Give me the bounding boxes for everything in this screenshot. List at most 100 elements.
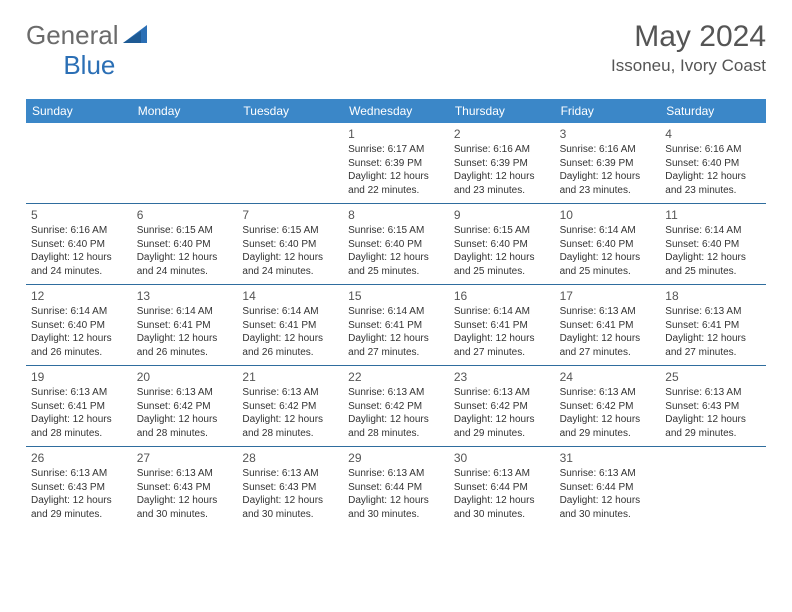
daylight-line: Daylight: 12 hours and 27 minutes. xyxy=(454,332,550,359)
sunrise-line: Sunrise: 6:13 AM xyxy=(31,386,127,400)
sunset-line: Sunset: 6:42 PM xyxy=(137,400,233,414)
sunset-line: Sunset: 6:44 PM xyxy=(454,481,550,495)
sunset-line: Sunset: 6:43 PM xyxy=(242,481,338,495)
day-cell: 8Sunrise: 6:15 AMSunset: 6:40 PMDaylight… xyxy=(343,204,449,284)
empty-cell xyxy=(237,123,343,203)
title-block: May 2024 Issoneu, Ivory Coast xyxy=(611,20,766,76)
daylight-line: Daylight: 12 hours and 29 minutes. xyxy=(454,413,550,440)
day-cell: 3Sunrise: 6:16 AMSunset: 6:39 PMDaylight… xyxy=(555,123,661,203)
daylight-line: Daylight: 12 hours and 30 minutes. xyxy=(137,494,233,521)
day-cell: 13Sunrise: 6:14 AMSunset: 6:41 PMDayligh… xyxy=(132,285,238,365)
daylight-line: Daylight: 12 hours and 23 minutes. xyxy=(560,170,656,197)
day-cell: 28Sunrise: 6:13 AMSunset: 6:43 PMDayligh… xyxy=(237,447,343,527)
day-number: 26 xyxy=(31,451,127,465)
sunset-line: Sunset: 6:41 PM xyxy=(137,319,233,333)
sunset-line: Sunset: 6:41 PM xyxy=(242,319,338,333)
day-number: 31 xyxy=(560,451,656,465)
day-number: 24 xyxy=(560,370,656,384)
week-row: 12Sunrise: 6:14 AMSunset: 6:40 PMDayligh… xyxy=(26,284,766,365)
day-number: 6 xyxy=(137,208,233,222)
daylight-line: Daylight: 12 hours and 23 minutes. xyxy=(665,170,761,197)
day-cell: 1Sunrise: 6:17 AMSunset: 6:39 PMDaylight… xyxy=(343,123,449,203)
day-number: 15 xyxy=(348,289,444,303)
day-cell: 11Sunrise: 6:14 AMSunset: 6:40 PMDayligh… xyxy=(660,204,766,284)
day-number: 20 xyxy=(137,370,233,384)
day-number: 30 xyxy=(454,451,550,465)
logo-text-blue: Blue xyxy=(63,50,115,81)
day-number: 9 xyxy=(454,208,550,222)
sunrise-line: Sunrise: 6:13 AM xyxy=(31,467,127,481)
dayname: Monday xyxy=(132,99,238,123)
day-cell: 12Sunrise: 6:14 AMSunset: 6:40 PMDayligh… xyxy=(26,285,132,365)
daylight-line: Daylight: 12 hours and 23 minutes. xyxy=(454,170,550,197)
sunset-line: Sunset: 6:39 PM xyxy=(560,157,656,171)
sunrise-line: Sunrise: 6:13 AM xyxy=(665,386,761,400)
day-number: 17 xyxy=(560,289,656,303)
daylight-line: Daylight: 12 hours and 30 minutes. xyxy=(242,494,338,521)
day-number: 16 xyxy=(454,289,550,303)
daylight-line: Daylight: 12 hours and 29 minutes. xyxy=(665,413,761,440)
day-number: 19 xyxy=(31,370,127,384)
daylight-line: Daylight: 12 hours and 28 minutes. xyxy=(137,413,233,440)
sunrise-line: Sunrise: 6:14 AM xyxy=(454,305,550,319)
daylight-line: Daylight: 12 hours and 22 minutes. xyxy=(348,170,444,197)
sunrise-line: Sunrise: 6:15 AM xyxy=(242,224,338,238)
triangle-icon xyxy=(123,23,147,48)
sunset-line: Sunset: 6:41 PM xyxy=(665,319,761,333)
day-cell: 27Sunrise: 6:13 AMSunset: 6:43 PMDayligh… xyxy=(132,447,238,527)
daylight-line: Daylight: 12 hours and 27 minutes. xyxy=(665,332,761,359)
sunset-line: Sunset: 6:40 PM xyxy=(665,238,761,252)
logo: General xyxy=(26,20,149,51)
day-number: 10 xyxy=(560,208,656,222)
sunrise-line: Sunrise: 6:13 AM xyxy=(454,467,550,481)
sunset-line: Sunset: 6:42 PM xyxy=(560,400,656,414)
day-number: 5 xyxy=(31,208,127,222)
day-number: 7 xyxy=(242,208,338,222)
sunset-line: Sunset: 6:40 PM xyxy=(665,157,761,171)
day-number: 22 xyxy=(348,370,444,384)
sunset-line: Sunset: 6:42 PM xyxy=(454,400,550,414)
daylight-line: Daylight: 12 hours and 30 minutes. xyxy=(454,494,550,521)
daylight-line: Daylight: 12 hours and 29 minutes. xyxy=(31,494,127,521)
day-number: 27 xyxy=(137,451,233,465)
sunrise-line: Sunrise: 6:15 AM xyxy=(348,224,444,238)
sunrise-line: Sunrise: 6:13 AM xyxy=(560,467,656,481)
daylight-line: Daylight: 12 hours and 26 minutes. xyxy=(137,332,233,359)
sunset-line: Sunset: 6:40 PM xyxy=(560,238,656,252)
empty-cell xyxy=(660,447,766,527)
daylight-line: Daylight: 12 hours and 27 minutes. xyxy=(348,332,444,359)
day-number: 21 xyxy=(242,370,338,384)
sunset-line: Sunset: 6:39 PM xyxy=(348,157,444,171)
daylight-line: Daylight: 12 hours and 24 minutes. xyxy=(242,251,338,278)
sunset-line: Sunset: 6:40 PM xyxy=(348,238,444,252)
sunset-line: Sunset: 6:42 PM xyxy=(348,400,444,414)
day-cell: 19Sunrise: 6:13 AMSunset: 6:41 PMDayligh… xyxy=(26,366,132,446)
sunrise-line: Sunrise: 6:13 AM xyxy=(348,467,444,481)
daylight-line: Daylight: 12 hours and 25 minutes. xyxy=(348,251,444,278)
daylight-line: Daylight: 12 hours and 28 minutes. xyxy=(31,413,127,440)
sunset-line: Sunset: 6:40 PM xyxy=(454,238,550,252)
sunrise-line: Sunrise: 6:16 AM xyxy=(31,224,127,238)
day-number: 25 xyxy=(665,370,761,384)
day-cell: 14Sunrise: 6:14 AMSunset: 6:41 PMDayligh… xyxy=(237,285,343,365)
daylight-line: Daylight: 12 hours and 29 minutes. xyxy=(560,413,656,440)
day-cell: 31Sunrise: 6:13 AMSunset: 6:44 PMDayligh… xyxy=(555,447,661,527)
sunrise-line: Sunrise: 6:14 AM xyxy=(665,224,761,238)
day-cell: 20Sunrise: 6:13 AMSunset: 6:42 PMDayligh… xyxy=(132,366,238,446)
day-cell: 9Sunrise: 6:15 AMSunset: 6:40 PMDaylight… xyxy=(449,204,555,284)
day-number: 29 xyxy=(348,451,444,465)
dayname: Wednesday xyxy=(343,99,449,123)
day-cell: 16Sunrise: 6:14 AMSunset: 6:41 PMDayligh… xyxy=(449,285,555,365)
dayname: Friday xyxy=(555,99,661,123)
day-cell: 15Sunrise: 6:14 AMSunset: 6:41 PMDayligh… xyxy=(343,285,449,365)
dayname: Sunday xyxy=(26,99,132,123)
sunrise-line: Sunrise: 6:14 AM xyxy=(242,305,338,319)
day-number: 11 xyxy=(665,208,761,222)
sunrise-line: Sunrise: 6:16 AM xyxy=(560,143,656,157)
sunrise-line: Sunrise: 6:14 AM xyxy=(348,305,444,319)
location: Issoneu, Ivory Coast xyxy=(611,56,766,76)
day-number: 4 xyxy=(665,127,761,141)
daylight-line: Daylight: 12 hours and 25 minutes. xyxy=(454,251,550,278)
sunset-line: Sunset: 6:40 PM xyxy=(137,238,233,252)
sunrise-line: Sunrise: 6:13 AM xyxy=(560,386,656,400)
